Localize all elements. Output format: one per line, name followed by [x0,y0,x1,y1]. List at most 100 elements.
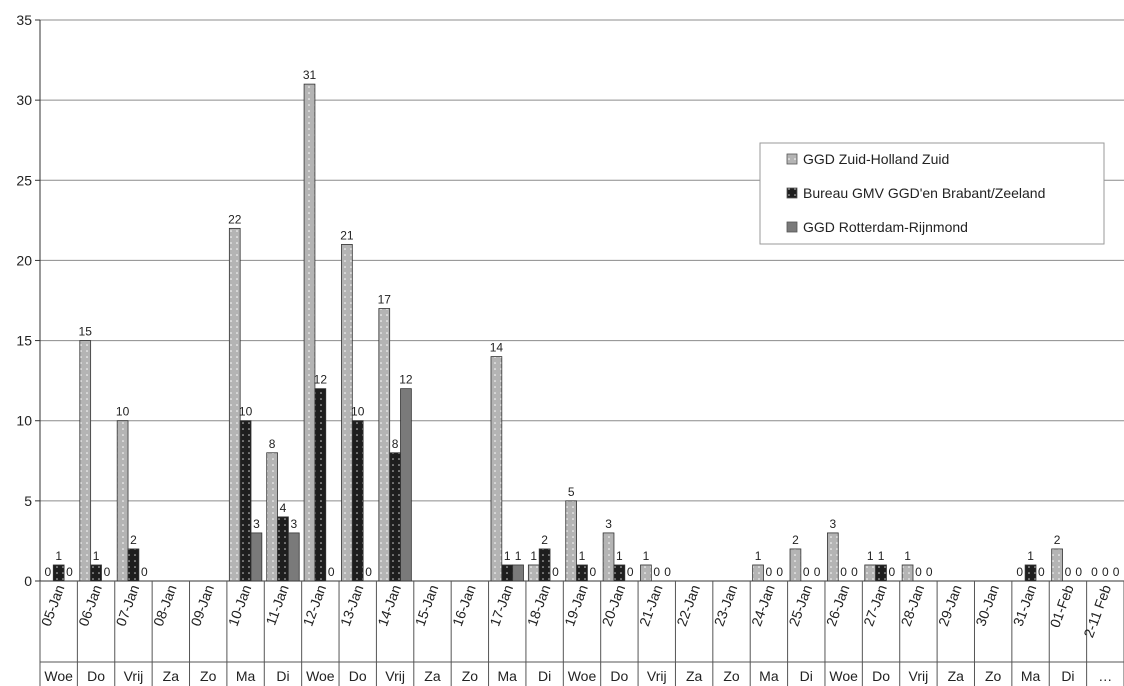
bar-brabant-zeeland [239,420,252,582]
data-label: 14 [490,341,504,355]
data-label: 0 [66,565,73,579]
data-label: 1 [616,549,623,563]
data-label: 1 [867,549,874,563]
bar-rotterdam-rijnmond [250,532,263,582]
y-tick-label: 10 [16,413,32,429]
x-tick-label: 2-11 Feb [1080,582,1114,639]
y-tick-label: 0 [24,573,32,589]
bar-brabant-zeeland [538,548,551,582]
weekday-label: Di [1061,668,1074,684]
data-label: 2 [130,533,137,547]
bar-zuid-holland-zuid [303,83,316,582]
weekday-label: Woe [306,668,335,684]
data-label: 5 [568,485,575,499]
data-label: 1 [643,549,650,563]
data-label: 0 [627,565,634,579]
legend-label-brabant-zeeland: Bureau GMV GGD'en Brabant/Zeeland [803,185,1045,201]
data-label: 0 [889,565,896,579]
bar-zuid-holland-zuid [116,420,129,582]
weekday-label: Do [349,668,367,684]
y-tick-label: 15 [16,333,32,349]
data-label: 15 [79,325,93,339]
data-label: 0 [1016,565,1023,579]
weekday-label: Za [948,668,965,684]
data-label: 3 [829,517,836,531]
bar-zuid-holland-zuid [1051,548,1063,582]
weekday-label: Do [87,668,105,684]
data-label: 3 [605,517,612,531]
data-label: 2 [1054,533,1061,547]
bar-brabant-zeeland [1024,564,1037,582]
bar-rotterdam-rijnmond [400,388,412,582]
bar-zuid-holland-zuid [752,564,764,582]
x-tick-label: 26-Jan [823,583,853,629]
data-label: 1 [504,549,511,563]
data-label: 22 [228,212,242,226]
x-tick-label: 29-Jan [935,583,965,629]
legend-swatch-zuid-holland-zuid [786,153,798,165]
data-label: 0 [141,565,148,579]
x-tick-label: 15-Jan [412,583,442,629]
data-label: 1 [1027,549,1034,563]
bars [52,83,1063,582]
bar-brabant-zeeland [127,548,140,582]
data-label: 0 [1065,565,1072,579]
bar-brabant-zeeland [389,452,401,582]
data-label: 0 [653,565,660,579]
data-label: 0 [552,565,559,579]
weekday-label: Woe [829,668,858,684]
bar-rotterdam-rijnmond [512,564,524,582]
weekday-label: Vrij [124,668,144,684]
x-tick-label: 30-Jan [972,583,1002,629]
x-tick-label: 08-Jan [150,583,180,629]
data-label: 1 [55,549,62,563]
data-label: 4 [280,501,287,515]
data-label: 8 [269,437,276,451]
bar-zuid-holland-zuid [490,356,503,582]
gridlines [40,19,1124,502]
x-tick-label: 22-Jan [673,583,703,629]
data-label: 2 [792,533,799,547]
data-label: 10 [351,405,365,419]
data-label: 21 [340,228,354,242]
weekday-label: Ma [759,668,779,684]
data-label: 3 [290,517,297,531]
x-tick-label: 05-Jan [38,583,68,629]
data-label: 0 [1102,565,1109,579]
y-tick-label: 25 [16,172,32,188]
x-tick-label: 25-Jan [785,583,815,629]
data-label: 0 [1075,565,1082,579]
weekday-label: Vrij [385,668,405,684]
bar-zuid-holland-zuid [341,243,353,582]
x-tick-label: 16-Jan [449,583,479,629]
x-tick-label: 14-Jan [374,583,404,629]
data-label: 1 [755,549,762,563]
weekday-label: Woe [44,668,73,684]
x-tick-label: 27-Jan [860,583,890,629]
legend-swatch-rotterdam-rijnmond [786,221,798,233]
weekday-label: Vrij [909,668,929,684]
data-label: 0 [1113,565,1120,579]
y-tick-label: 20 [16,252,32,268]
weekday-label: Za [163,668,180,684]
x-tick-label: 01-Feb [1047,582,1077,629]
x-tick-label: 10-Jan [225,583,255,629]
x-tick-label: 19-Jan [561,583,591,629]
legend: GGD Zuid-Holland Zuid Bureau GMV GGD'en … [759,142,1105,245]
data-label: 0 [776,565,783,579]
x-tick-label: 24-Jan [748,583,778,629]
x-tick-label: 31-Jan [1010,583,1040,629]
bar-brabant-zeeland [875,564,887,582]
x-axis-labels: 05-Jan Woe 06-Jan Do 07-Jan Vrij 08-Jan Za 09-Ja… [38,581,1124,686]
x-tick-label: 21-Jan [636,583,666,629]
weekday-label: Za [424,668,441,684]
data-label: 0 [814,565,821,579]
x-tick-label: 17-Jan [486,583,516,629]
data-label: 0 [803,565,810,579]
weekday-label: Zo [985,668,1002,684]
data-label: 12 [399,373,413,387]
weekday-label: Di [276,668,289,684]
data-label: 1 [93,549,100,563]
